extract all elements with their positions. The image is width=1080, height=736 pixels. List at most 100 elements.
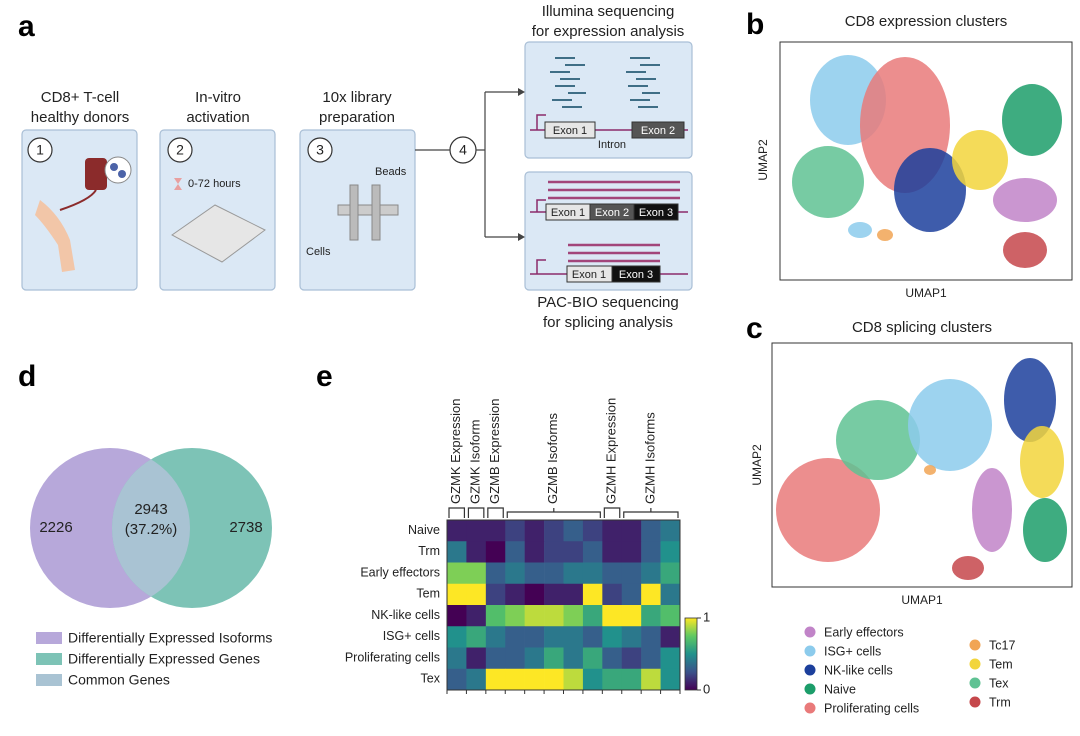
column-group-label: GZMB Isoforms	[545, 412, 560, 504]
cell	[118, 170, 126, 178]
heat-cell	[621, 520, 642, 542]
heat-cell	[447, 668, 467, 691]
heat-cell	[641, 583, 661, 606]
colorbar-tick-label: 0	[703, 681, 710, 696]
step-label: healthy donors	[31, 109, 129, 126]
group-bracket	[506, 508, 601, 518]
legend-swatch	[804, 702, 816, 714]
heatmap: Naive Trm Early effectors Tem NK-like cells I…	[345, 398, 710, 697]
umap-title: CD8 expression clusters	[845, 13, 1008, 30]
legend-swatch	[36, 653, 62, 665]
exon-label: Exon 1	[551, 207, 585, 219]
heat-cell	[505, 647, 525, 670]
heat-cell	[641, 541, 661, 563]
row-label: Tex	[421, 672, 441, 686]
venn-count: 2943	[134, 501, 167, 518]
legend-swatch	[804, 683, 816, 695]
cluster-blob	[993, 178, 1057, 222]
heat-cell	[505, 626, 525, 648]
heat-cell	[602, 668, 623, 691]
arrowhead	[518, 88, 525, 241]
legend-label: Tem	[989, 657, 1013, 671]
heat-cell	[563, 562, 584, 585]
cell-zoom	[104, 156, 132, 184]
heat-cell	[505, 562, 525, 585]
cluster-blob	[1004, 358, 1056, 442]
heat-cell	[641, 647, 661, 670]
venn-count: 2226	[39, 519, 72, 536]
axis-label: UMAP2	[750, 444, 764, 486]
heat-cell	[621, 583, 642, 606]
cluster-blob	[908, 379, 992, 471]
exon-label: Exon 3	[619, 269, 653, 281]
cluster-blob	[952, 556, 984, 580]
heat-cell	[447, 562, 467, 585]
legend-label: NK-like cells	[824, 663, 893, 677]
axis-label: UMAP1	[901, 593, 943, 607]
heat-cell	[660, 647, 681, 670]
heat-cell	[447, 520, 467, 542]
row-label: Naive	[408, 523, 440, 537]
cell	[110, 163, 118, 171]
heat-cell	[582, 626, 603, 648]
cluster-blob	[972, 468, 1012, 552]
heat-cell	[466, 583, 487, 606]
step-circle	[307, 137, 333, 163]
legend-label: Trm	[989, 695, 1011, 709]
heat-cell	[641, 668, 661, 691]
heat-cell	[563, 647, 584, 670]
heat-cell	[621, 562, 642, 585]
legend-swatch	[969, 677, 981, 689]
legend-swatch	[804, 626, 816, 638]
cluster-blob	[848, 222, 872, 238]
heat-cell	[641, 626, 661, 648]
heat-cell	[582, 583, 603, 606]
column-group-label: GZMK Expression	[448, 399, 463, 504]
heat-cell	[447, 583, 467, 606]
step-label: In-vitro	[195, 89, 241, 106]
legend-label: Differentially Expressed Isoforms	[68, 630, 272, 646]
seq-title: PAC-BIO sequencing	[537, 294, 678, 311]
step-circle	[167, 137, 193, 163]
legend-label: Naive	[824, 682, 856, 696]
axis-label: UMAP2	[756, 139, 770, 181]
venn-overlap	[112, 448, 190, 608]
heat-cell	[485, 626, 506, 648]
blood-bag	[85, 158, 107, 190]
heat-cell	[660, 541, 681, 563]
heat-cell	[447, 541, 467, 563]
legend-label: Proliferating cells	[824, 701, 919, 715]
heat-cell	[602, 626, 623, 648]
step-number: 1	[36, 142, 44, 158]
heat-cell	[485, 668, 506, 691]
step-label: preparation	[319, 109, 395, 126]
heat-cell	[466, 541, 487, 563]
chip	[349, 184, 359, 241]
heat-cell	[524, 541, 545, 563]
heat-cell	[466, 647, 487, 670]
heat-cell	[563, 583, 584, 606]
panel-letter: c	[746, 312, 763, 345]
heat-cell	[505, 605, 525, 627]
heat-cell	[621, 668, 642, 691]
reads	[550, 57, 660, 108]
intron-label: Intron	[598, 139, 626, 151]
exon-label: Exon 1	[553, 125, 587, 137]
group-bracket	[487, 507, 504, 518]
long-reads	[548, 180, 680, 263]
heat-cell	[485, 541, 506, 563]
chip	[337, 204, 399, 216]
umap-frame	[771, 342, 1073, 588]
exon	[631, 121, 685, 139]
group-bracket	[603, 507, 621, 518]
heat-cell	[660, 626, 681, 648]
heat-cell	[621, 647, 642, 670]
heat-cell	[524, 605, 545, 627]
venn-percent: (37.2%)	[125, 521, 178, 538]
row-label: Proliferating cells	[345, 650, 440, 664]
heat-cell	[641, 605, 661, 627]
heat-cell	[582, 562, 603, 585]
heat-cell	[505, 520, 525, 542]
cluster-blob	[1020, 426, 1064, 498]
